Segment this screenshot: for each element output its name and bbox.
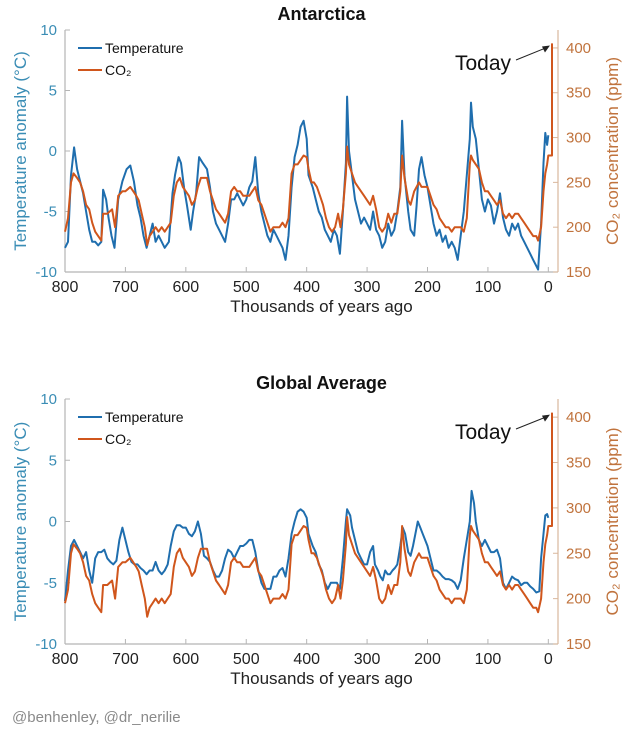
today-annotation: Today: [455, 421, 512, 444]
legend-label: CO₂: [105, 62, 131, 78]
co2-series-line: [64, 43, 553, 247]
co2-series-line: [64, 412, 553, 618]
y-left-tick-label: 5: [49, 83, 57, 100]
x-tick-label: 0: [544, 279, 553, 296]
y-right-tick-label: 150: [566, 264, 591, 281]
x-axis-label: Thousands of years ago: [230, 297, 412, 316]
y-right-tick-label: 250: [566, 174, 591, 191]
credit-text: @benhenley, @dr_nerilie: [12, 709, 181, 726]
temperature-series-line: [64, 95, 550, 271]
x-tick-label: 700: [112, 279, 139, 296]
x-tick-label: 0: [544, 651, 553, 668]
y-right-axis-label: CO₂ concentration (ppm): [603, 427, 622, 615]
today-arrowhead: [541, 45, 550, 53]
y-right-axis-label: CO₂ concentration (ppm): [603, 57, 622, 245]
y-left-tick-label: 0: [49, 143, 57, 160]
x-tick-label: 400: [293, 279, 320, 296]
y-left-tick-label: -5: [44, 575, 57, 592]
x-tick-label: 100: [475, 279, 502, 296]
y-right-tick-label: 200: [566, 591, 591, 608]
y-right-tick-label: 150: [566, 636, 591, 653]
y-left-axis-label: Temperature anomaly (°C): [11, 51, 30, 251]
y-left-tick-label: -10: [35, 264, 57, 281]
legend-label: Temperature: [105, 409, 184, 425]
y-right-tick-label: 250: [566, 545, 591, 562]
x-tick-label: 500: [233, 651, 260, 668]
y-left-tick-label: -5: [44, 204, 57, 221]
x-tick-label: 600: [172, 651, 199, 668]
today-arrow: [515, 416, 548, 430]
today-arrowhead: [541, 414, 550, 422]
y-left-tick-label: -10: [35, 636, 57, 653]
y-right-tick-label: 350: [566, 455, 591, 472]
x-tick-label: 400: [293, 651, 320, 668]
legend-label: Temperature: [105, 40, 184, 56]
y-right-tick-label: 300: [566, 500, 591, 517]
y-right-tick-label: 300: [566, 130, 591, 147]
chart-title: Global Average: [256, 373, 387, 393]
x-tick-label: 800: [52, 651, 79, 668]
x-tick-label: 300: [354, 279, 381, 296]
today-arrow: [515, 46, 548, 61]
y-right-tick-label: 400: [566, 409, 591, 426]
chart-title: Antarctica: [277, 4, 366, 24]
y-right-tick-label: 350: [566, 85, 591, 102]
y-left-tick-label: 10: [40, 22, 57, 39]
y-left-tick-label: 10: [40, 391, 57, 408]
y-left-tick-label: 0: [49, 514, 57, 531]
temperature-series-line: [64, 489, 550, 602]
today-annotation: Today: [455, 52, 512, 75]
x-tick-label: 200: [414, 651, 441, 668]
y-left-axis-label: Temperature anomaly (°C): [11, 422, 30, 622]
y-right-tick-label: 400: [566, 40, 591, 57]
x-tick-label: 500: [233, 279, 260, 296]
x-tick-label: 100: [475, 651, 502, 668]
x-tick-label: 300: [354, 651, 381, 668]
y-right-tick-label: 200: [566, 219, 591, 236]
x-tick-label: 600: [172, 279, 199, 296]
y-left-tick-label: 5: [49, 452, 57, 469]
x-tick-label: 700: [112, 651, 139, 668]
x-tick-label: 800: [52, 279, 79, 296]
x-tick-label: 200: [414, 279, 441, 296]
x-axis-label: Thousands of years ago: [230, 669, 412, 688]
legend-label: CO₂: [105, 431, 131, 447]
